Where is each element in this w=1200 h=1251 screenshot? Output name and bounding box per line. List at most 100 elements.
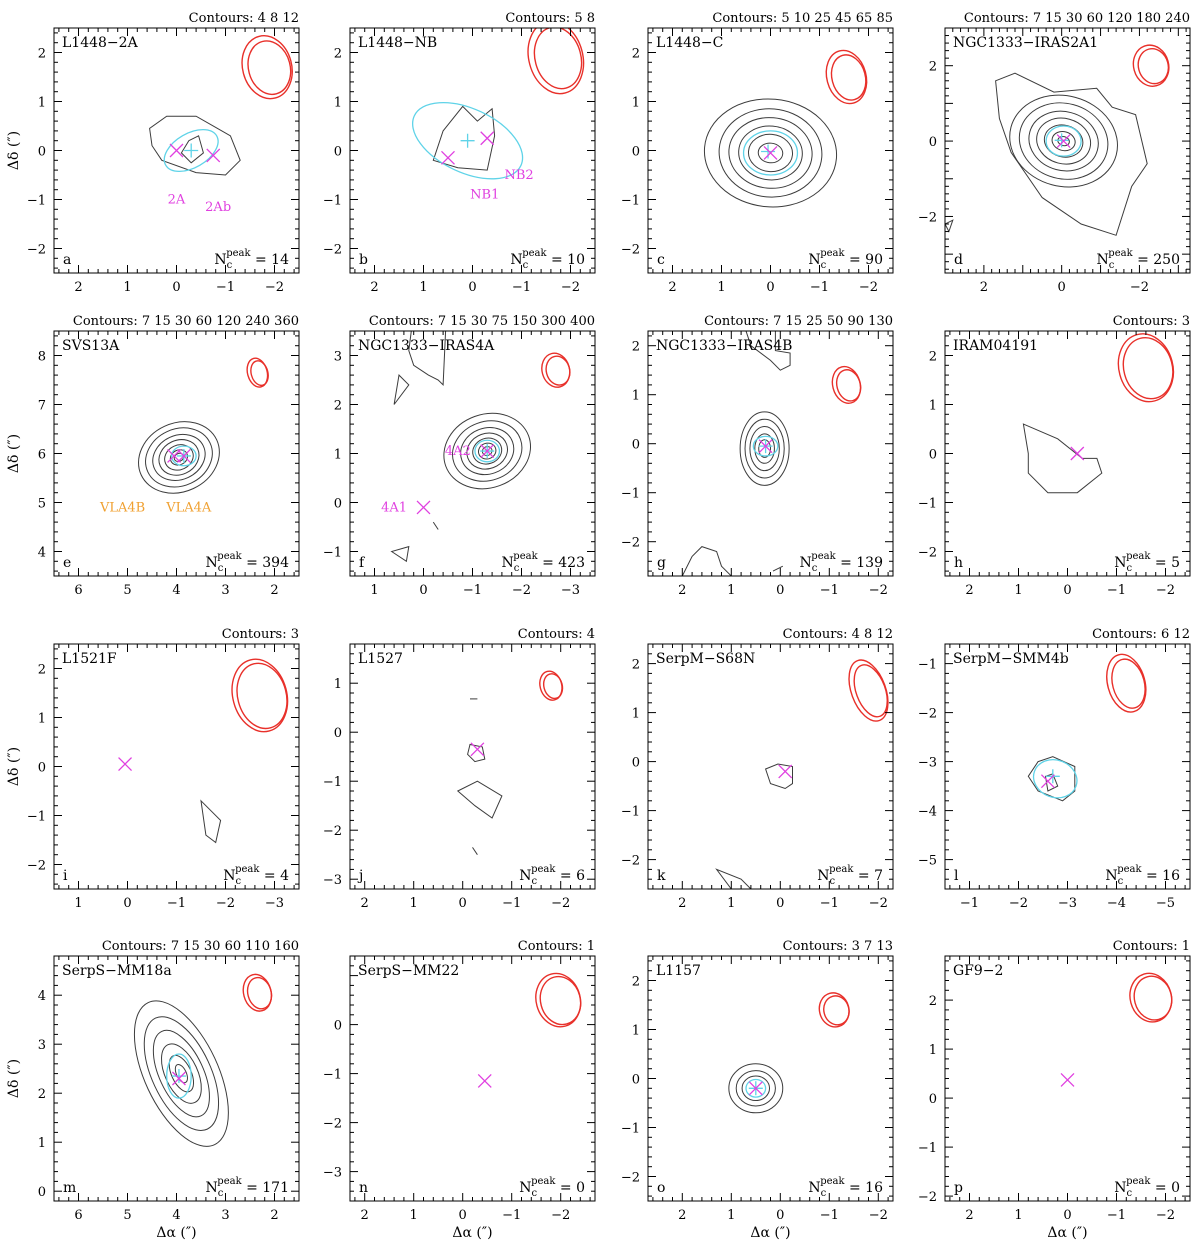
panel-f: 4A2 4A1 1 0 −1 −2 −3 −1 0 1 2 3 NGC1333−IRAS4A f Conto… <box>323 314 596 598</box>
source-position-cross <box>758 439 773 454</box>
x-tick-label: 1 <box>410 1208 418 1223</box>
source-position-cross <box>1070 446 1085 461</box>
gaussian-fit-ellipse <box>745 1078 767 1098</box>
beam-ellipse <box>533 28 583 90</box>
peak-value: = 0 <box>1150 1180 1180 1196</box>
peak-value: = 139 <box>836 555 883 571</box>
contour-level <box>1009 94 1118 188</box>
plot-area <box>477 972 582 1088</box>
panel-i: 1 0 −1 −2 −3 −2 −1 0 1 2 L1521F i Contours: 3 Ncpeak … <box>6 627 300 911</box>
peak-value: = 0 <box>555 1180 585 1196</box>
panel-title: SerpM−SMM4b <box>953 651 1069 667</box>
beam-ellipse <box>527 28 585 95</box>
beam-ellipse <box>250 360 269 387</box>
fit-center-plus <box>761 144 776 159</box>
gaussian-fit-ellipse <box>752 435 779 457</box>
plot-area <box>728 992 850 1114</box>
x-tick-label: 1 <box>370 583 378 598</box>
x-tick-label: 2 <box>965 583 973 598</box>
y-tick-label: 1 <box>632 1024 640 1039</box>
beam-ellipse <box>1111 658 1146 709</box>
beam-ellipse <box>1137 47 1170 85</box>
y-tick-label: 4 <box>38 546 46 561</box>
x-tick-label: −2 <box>1130 280 1149 295</box>
y-tick-label: 2 <box>632 975 640 990</box>
y-tick-label: −2 <box>323 243 342 258</box>
x-tick-label: 1 <box>727 1208 735 1223</box>
panel-a: 2A 2Ab 2 1 0 −1 −2 −2 −1 0 1 2 L1448−2A a Contours: 4 … <box>6 11 300 295</box>
beam-ellipse <box>1117 333 1175 403</box>
contour-level <box>754 433 775 464</box>
contour-level <box>757 142 784 164</box>
axis-ticks <box>648 28 893 273</box>
x-tick-label: 1 <box>123 280 131 295</box>
peak-count: Ncpeak = 7 <box>817 864 883 887</box>
peak-count: Ncpeak = 423 <box>501 551 585 574</box>
y-tick-label: 0 <box>632 1073 640 1088</box>
panel-n: 2 1 0 −1 −2 −3 −2 −1 0 SerpS−MM22 n Contours: 1 Ncpe… <box>323 939 596 1241</box>
x-tick-label: −3 <box>1058 896 1077 911</box>
peak-value: = 171 <box>242 1180 289 1196</box>
gaussian-fit-ellipse <box>170 445 197 467</box>
source-position-cross <box>477 1073 492 1088</box>
plot-area <box>1022 333 1175 494</box>
x-tick-label: −1 <box>960 896 979 911</box>
beam-ellipse <box>542 673 564 700</box>
y-tick-label: −1 <box>918 497 937 512</box>
panel-letter: f <box>359 555 366 571</box>
contour-level <box>393 374 410 405</box>
contour-levels: Contours: 1 <box>518 939 595 954</box>
x-tick-label: 3 <box>221 583 229 598</box>
contour-levels: Contours: 5 8 <box>505 11 595 26</box>
plot-frame <box>647 27 894 274</box>
contour-level <box>466 432 508 470</box>
contour-level <box>764 763 793 790</box>
panel-title: L1448−2A <box>62 35 139 51</box>
axis-ticks <box>648 331 893 576</box>
x-tick-label: 0 <box>459 1208 467 1223</box>
y-tick-label: −1 <box>621 805 640 820</box>
y-tick-label: −2 <box>621 536 640 551</box>
contour-level <box>772 565 784 572</box>
peak-count: Ncpeak = 0 <box>519 1176 585 1199</box>
beam-ellipse <box>825 49 868 105</box>
x-tick-label: 2 <box>668 280 676 295</box>
contour-level <box>133 1000 229 1147</box>
source-position-cross <box>748 1081 763 1096</box>
plot-area <box>118 658 289 844</box>
x-tick-label: −2 <box>512 583 531 598</box>
x-tick-label: 0 <box>776 896 784 911</box>
x-tick-label: −3 <box>561 583 580 598</box>
source-position-cross <box>167 448 182 463</box>
x-tick-label: 2 <box>361 896 369 911</box>
contour-level <box>1022 423 1103 494</box>
panel-letter: i <box>63 868 68 884</box>
x-tick-label: 1 <box>727 583 735 598</box>
contour-levels: Contours: 4 <box>518 627 595 642</box>
contour-level <box>408 331 447 387</box>
x-tick-label: 4 <box>172 1208 180 1223</box>
x-tick-label: −5 <box>1156 896 1175 911</box>
x-tick-label: 1 <box>727 896 735 911</box>
x-tick-label: 2 <box>370 280 378 295</box>
fit-center-plus <box>171 1069 186 1084</box>
peak-count: Ncpeak = 14 <box>214 248 289 271</box>
contour-level <box>477 442 497 460</box>
y-tick-label: −2 <box>918 1190 937 1205</box>
y-tick-label: −2 <box>621 1171 640 1186</box>
y-tick-label: −3 <box>918 756 937 771</box>
x-axis-label: Δα (″) <box>156 1225 196 1241</box>
x-tick-label: 6 <box>74 583 82 598</box>
peak-count: Ncpeak = 250 <box>1096 248 1180 271</box>
source-label: VLA4B <box>99 500 145 515</box>
y-tick-label: −1 <box>918 658 937 673</box>
y-tick-label: −1 <box>27 810 46 825</box>
contour-level <box>1028 110 1099 172</box>
y-tick-label: −1 <box>27 194 46 209</box>
plot-area <box>1060 972 1173 1087</box>
contour-level <box>995 72 1148 236</box>
contour-level <box>443 412 532 490</box>
x-tick-label: 0 <box>172 280 180 295</box>
plot-frame <box>944 330 1191 577</box>
